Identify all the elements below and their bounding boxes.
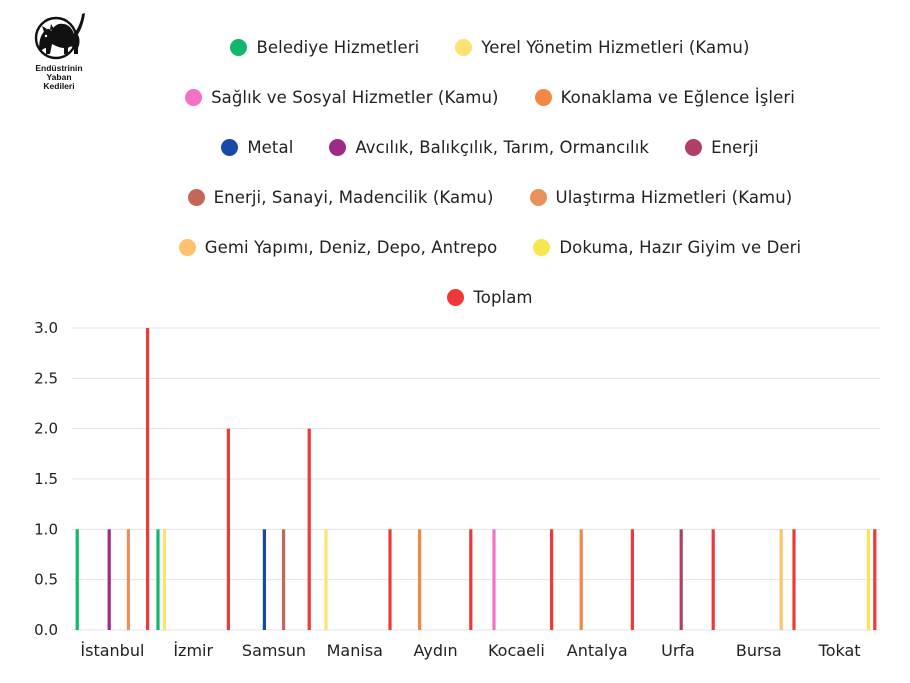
logo-text-line-3: Kedileri [43,81,75,91]
x-tick-label: Kocaeli [488,641,545,660]
legend-label: Metal [247,137,294,157]
legend-label: Enerji [711,137,759,157]
bar[interactable] [492,529,496,630]
y-tick-label: 3.0 [34,319,58,337]
legend-swatch [221,138,239,156]
legend-item[interactable]: Ulaştırma Hizmetleri (Kamu) [529,187,793,207]
bar[interactable] [679,529,683,630]
x-tick-label: İstanbul [80,641,144,660]
legend-label: Yerel Yönetim Hizmetleri (Kamu) [481,37,750,57]
legend-swatch [685,138,703,156]
legend-swatch [329,138,347,156]
legend-swatch [185,88,203,106]
bar[interactable] [282,529,286,630]
legend-label: Enerji, Sanayi, Madencilik (Kamu) [213,187,494,207]
legend-label: Dokuma, Hazır Giyim ve Deri [559,237,802,257]
bar[interactable] [75,529,79,630]
legend-row: Metal Avcılık, Balıkçılık, Tarım, Ormancı… [90,122,890,172]
legend-label: Sağlık ve Sosyal Hizmetler (Kamu) [211,87,499,107]
logo-text: Endüstrinin Yaban Kedileri [28,64,90,91]
black-cat-logo-icon [34,13,85,60]
x-tick-label: Samsun [242,641,306,660]
legend-row: Sağlık ve Sosyal Hizmetler (Kamu) Konakla… [90,72,890,122]
x-tick-label: İzmir [173,641,213,660]
legend-row: Toplam [90,272,890,322]
bar[interactable] [307,428,311,630]
bar[interactable] [630,529,634,630]
bar[interactable] [779,529,783,630]
legend-swatch [178,238,196,256]
legend-swatch [187,188,205,206]
y-tick-label: 1.5 [34,470,58,488]
bar[interactable] [711,529,715,630]
x-tick-label: Urfa [661,641,695,660]
legend-item[interactable]: Dokuma, Hazır Giyim ve Deri [533,238,801,257]
legend-item[interactable]: Toplam [447,287,533,307]
legend-item[interactable]: Avcılık, Balıkçılık, Tarım, Ormancılık [329,138,649,157]
legend-item[interactable]: Metal [221,138,293,157]
bar[interactable] [388,529,392,630]
x-tick-label: Manisa [327,641,383,660]
legend-swatch [534,88,552,106]
bar[interactable] [866,529,870,630]
y-tick-label: 1.0 [34,520,58,538]
bar[interactable] [792,529,796,630]
legend-row: Enerji, Sanayi, Madencilik (Kamu) Ulaştır… [90,172,890,222]
bar[interactable] [162,529,166,630]
y-tick-label: 2.0 [34,420,58,438]
x-tick-label: Bursa [736,641,782,660]
legend-item[interactable]: Gemi Yapımı, Deniz, Depo, Antrepo [178,237,498,257]
legend-item[interactable]: Enerji [685,138,759,157]
legend-label: Konaklama ve Eğlence İşleri [560,87,795,107]
legend-item[interactable]: Enerji, Sanayi, Madencilik (Kamu) [187,187,494,207]
legend-label: Ulaştırma Hizmetleri (Kamu) [555,187,793,207]
x-tick-label: Antalya [567,641,628,660]
legend-row: Belediye Hizmetleri Yerel Yönetim Hizmetl… [90,22,890,72]
legend-swatch [529,188,547,206]
bar[interactable] [579,529,583,630]
x-tick-label: Tokat [818,641,861,660]
bar[interactable] [469,529,473,630]
bar[interactable] [146,328,150,630]
bar[interactable] [156,529,160,630]
bar[interactable] [126,529,130,630]
legend-row: Gemi Yapımı, Deniz, Depo, Antrepo Dokuma,… [90,222,890,272]
y-tick-label: 2.5 [34,369,58,387]
y-tick-label: 0.5 [34,571,58,589]
chart-legend: Belediye Hizmetleri Yerel Yönetim Hizmetl… [90,22,890,322]
legend-label: Avcılık, Balıkçılık, Tarım, Ormancılık [355,137,650,157]
x-tick-label: Aydın [414,641,458,660]
legend-swatch [230,38,248,56]
bar[interactable] [107,529,111,630]
legend-label: Toplam [473,287,533,307]
bar[interactable] [262,529,266,630]
bar[interactable] [418,529,422,630]
logo-text-line-2: Yaban [46,72,72,82]
logo-text-line-1: Endüstrinin [35,63,83,73]
bar[interactable] [550,529,554,630]
bar[interactable] [873,529,877,630]
legend-swatch [455,38,473,56]
legend-item[interactable]: Belediye Hizmetleri [230,38,419,57]
bar[interactable] [226,428,230,630]
legend-label: Gemi Yapımı, Deniz, Depo, Antrepo [204,237,498,257]
legend-item[interactable]: Yerel Yönetim Hizmetleri (Kamu) [455,38,749,57]
legend-swatch [533,238,551,256]
legend-swatch [447,288,465,306]
y-tick-label: 0.0 [34,621,58,639]
legend-item[interactable]: Sağlık ve Sosyal Hizmetler (Kamu) [185,88,499,107]
legend-label: Belediye Hizmetleri [256,37,420,57]
bar[interactable] [324,529,328,630]
legend-item[interactable]: Konaklama ve Eğlence İşleri [534,87,795,107]
